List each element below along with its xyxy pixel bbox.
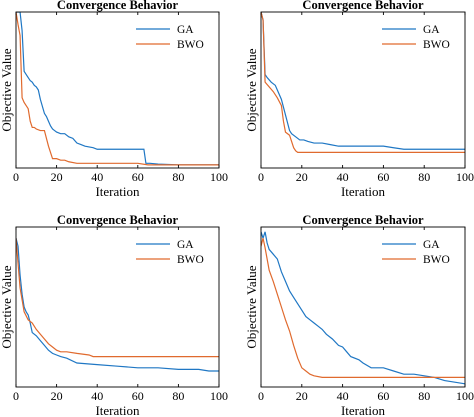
- x-tick-label: 20: [296, 170, 308, 184]
- chart-panel-2: Convergence Behavior 0 20 40 60 80 100 Iteratio…: [244, 0, 474, 199]
- series-line-bwo: [16, 238, 219, 358]
- y-axis-label: Objective Value: [244, 48, 259, 131]
- x-tick-label: 0: [258, 389, 264, 403]
- chart-title: Convergence Behavior: [57, 0, 179, 12]
- axes-frame: [260, 226, 466, 388]
- axes-frame: [15, 11, 220, 169]
- x-tick-label: 20: [51, 170, 63, 184]
- x-tick-label: 0: [13, 170, 19, 184]
- x-tick-label: 80: [172, 389, 184, 403]
- legend-label-ga: GA: [423, 239, 440, 251]
- legend-label-ga: GA: [423, 24, 440, 36]
- legend-label-ga: GA: [177, 239, 194, 251]
- x-tick-label: 40: [337, 170, 349, 184]
- y-axis-label: Objective Value: [0, 265, 14, 348]
- x-tick-label: 60: [132, 389, 144, 403]
- legend-box: [378, 233, 460, 271]
- x-axis-label: Iteration: [341, 403, 386, 417]
- series-line-ga: [16, 238, 219, 372]
- x-tick-label: 60: [132, 170, 144, 184]
- x-tick-label: 80: [418, 170, 430, 184]
- series-line-bwo: [16, 12, 219, 166]
- x-axis-label: Iteration: [341, 184, 386, 199]
- chart-panel-4: Convergence Behavior 0 20 40 60 80 100 Iteratio…: [244, 213, 474, 417]
- axes-frame: [15, 226, 220, 388]
- chart-panel-1: Convergence Behavior 0 20 40 60 80 100 Iteratio…: [0, 0, 228, 199]
- x-tick-label: 20: [296, 389, 308, 403]
- legend-box: [378, 18, 460, 56]
- axes-frame: [260, 11, 466, 169]
- x-tick-label: 100: [456, 170, 474, 184]
- chart-title: Convergence Behavior: [57, 213, 179, 227]
- series-line-ga: [261, 12, 465, 150]
- x-tick-label: 0: [258, 170, 264, 184]
- chart-title: Convergence Behavior: [302, 213, 424, 227]
- x-tick-label: 100: [210, 389, 228, 403]
- x-axis-label: Iteration: [95, 184, 140, 199]
- x-tick-label: 0: [13, 389, 19, 403]
- series-line-bwo: [261, 12, 465, 153]
- chart-title: Convergence Behavior: [302, 0, 424, 12]
- legend-label-bwo: BWO: [177, 254, 204, 266]
- chart-panel-3: Convergence Behavior 0 20 40 60 80 100 Iteratio…: [0, 213, 228, 417]
- x-tick-label: 80: [418, 389, 430, 403]
- legend-box: [132, 233, 214, 271]
- series-line-bwo: [261, 238, 465, 378]
- legend-label-bwo: BWO: [423, 39, 450, 51]
- x-tick-label: 100: [210, 170, 228, 184]
- y-axis-label: Objective Value: [0, 48, 14, 131]
- legend-label-ga: GA: [177, 24, 194, 36]
- legend-label-bwo: BWO: [177, 39, 204, 51]
- series-line-ga: [261, 231, 465, 385]
- x-tick-label: 60: [377, 389, 389, 403]
- y-axis-label: Objective Value: [244, 265, 259, 348]
- x-tick-label: 80: [172, 170, 184, 184]
- x-axis-label: Iteration: [95, 403, 140, 417]
- x-tick-label: 20: [51, 389, 63, 403]
- series-line-ga: [16, 12, 219, 166]
- x-tick-label: 40: [91, 170, 103, 184]
- x-tick-label: 100: [456, 389, 474, 403]
- x-tick-label: 60: [377, 170, 389, 184]
- x-tick-label: 40: [337, 389, 349, 403]
- x-tick-label: 40: [91, 389, 103, 403]
- legend-label-bwo: BWO: [423, 254, 450, 266]
- legend-box: [132, 18, 214, 56]
